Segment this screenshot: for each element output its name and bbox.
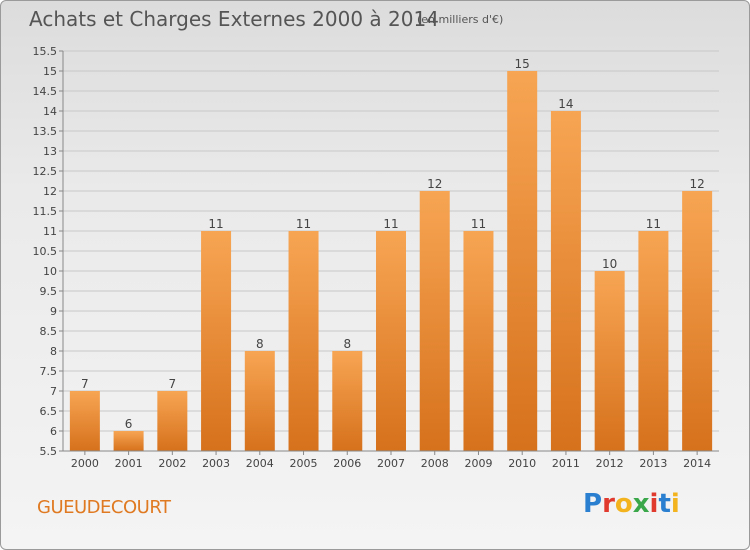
logo-letter: i <box>670 489 680 519</box>
y-tick-label: 7 <box>50 385 57 398</box>
bar <box>157 391 188 451</box>
logo-letter: t <box>658 489 671 519</box>
bar <box>201 231 232 451</box>
logo-letter: P <box>583 489 603 519</box>
x-tick-label: 2005 <box>290 457 318 470</box>
data-label: 10 <box>602 257 617 271</box>
y-tick-label: 8 <box>50 345 57 358</box>
y-tick-label: 7.5 <box>40 365 58 378</box>
data-label: 11 <box>383 217 398 231</box>
data-label: 7 <box>169 377 177 391</box>
y-tick-label: 13 <box>43 145 57 158</box>
data-label: 11 <box>296 217 311 231</box>
axes <box>59 50 719 455</box>
bar <box>682 191 713 451</box>
x-tick-label: 2013 <box>639 457 667 470</box>
y-tick-label: 15 <box>43 65 57 78</box>
y-tick-label: 11 <box>43 225 57 238</box>
x-tick-label: 2002 <box>158 457 186 470</box>
x-tick-label: 2008 <box>421 457 449 470</box>
bar <box>332 351 363 451</box>
y-tick-label: 9.5 <box>40 285 58 298</box>
x-tick-label: 2000 <box>71 457 99 470</box>
data-label: 11 <box>471 217 486 231</box>
data-label: 8 <box>343 337 351 351</box>
proxiti-logo[interactable]: Proxiti <box>583 489 680 519</box>
x-tick-label: 2012 <box>596 457 624 470</box>
data-label: 14 <box>558 97 573 111</box>
y-tick-label: 14.5 <box>33 85 58 98</box>
logo-letter: r <box>602 489 615 519</box>
data-label: 15 <box>515 57 530 71</box>
logo-letter: x <box>632 489 650 519</box>
bar <box>376 231 406 451</box>
labels: 5.5 6 6.5 7 7.5 8 8.5 9 9.5 10 10.5 11 11.5 12 12.5 13 1… <box>33 45 712 470</box>
y-tick-label: 12 <box>43 185 57 198</box>
data-label: 11 <box>208 217 223 231</box>
bar <box>550 111 581 451</box>
bars <box>69 71 713 451</box>
bar <box>594 271 625 451</box>
data-label: 8 <box>256 337 264 351</box>
chart-title: Achats et Charges Externes 2000 à 2014 <box>29 7 439 31</box>
x-tick-label: 2001 <box>115 457 143 470</box>
data-label: 12 <box>427 177 442 191</box>
data-label: 6 <box>125 417 133 431</box>
data-label: 7 <box>81 377 89 391</box>
bar <box>288 231 319 451</box>
y-tick-label: 15.5 <box>33 45 58 58</box>
data-label: 11 <box>646 217 661 231</box>
y-tick-label: 12.5 <box>33 165 58 178</box>
logo-letter: i <box>649 489 659 519</box>
x-tick-label: 2009 <box>464 457 492 470</box>
x-tick-label: 2006 <box>333 457 361 470</box>
bar <box>463 231 494 451</box>
y-tick-label: 6 <box>50 425 57 438</box>
bar <box>244 351 275 451</box>
x-tick-label: 2014 <box>683 457 711 470</box>
y-tick-label: 14 <box>43 105 57 118</box>
y-tick-label: 10.5 <box>33 245 58 258</box>
place-name: GUEUDECOURT <box>37 497 171 518</box>
y-tick-label: 8.5 <box>40 325 58 338</box>
x-tick-label: 2010 <box>508 457 536 470</box>
x-tick-label: 2007 <box>377 457 405 470</box>
data-label: 12 <box>689 177 704 191</box>
bar <box>113 431 144 451</box>
y-tick-label: 11.5 <box>33 205 58 218</box>
bar <box>419 191 450 451</box>
bar <box>638 231 669 451</box>
y-tick-label: 5.5 <box>40 445 58 458</box>
x-tick-label: 2004 <box>246 457 274 470</box>
y-tick-label: 13.5 <box>33 125 58 138</box>
y-tick-label: 9 <box>50 305 57 318</box>
logo-letter: o <box>614 489 633 519</box>
chart-subtitle: (en milliers d'€) <box>417 13 504 26</box>
bar <box>69 391 100 451</box>
x-tick-label: 2003 <box>202 457 230 470</box>
x-tick-label: 2011 <box>552 457 580 470</box>
y-tick-label: 10 <box>43 265 57 278</box>
y-tick-label: 6.5 <box>40 405 58 418</box>
bar <box>507 71 538 451</box>
